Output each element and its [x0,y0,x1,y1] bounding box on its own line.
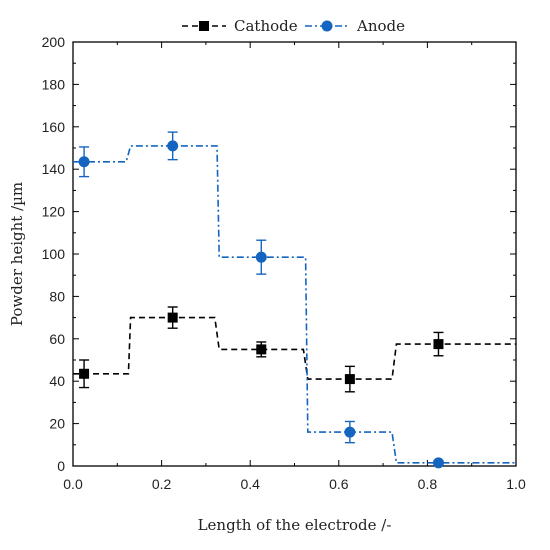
legend-marker [321,20,333,32]
y-axis-title: Powder height /µm [8,182,26,326]
data-point-anode [255,251,267,263]
axis-ticks: 0.0 0.2 0.4 0.6 0.8 1.0 0 20 40 60 80 100 120 140 160 1… [42,34,526,492]
series-cathode [73,306,516,393]
y-tick-label: 40 [49,373,65,389]
data-point-cathode [79,368,90,379]
x-tick-label: 0.0 [63,476,83,492]
x-tick-label: 0.6 [329,476,349,492]
x-tick-label: 0.8 [418,476,438,492]
y-tick-label: 80 [49,288,65,304]
data-point-anode [432,457,444,469]
legend-label: Cathode [234,17,298,35]
data-point-anode [344,426,356,438]
data-point-cathode [256,344,267,355]
data-point-cathode [344,374,355,385]
plot-frame [72,41,517,467]
data-point-anode [78,156,90,168]
series-layer [73,131,516,469]
x-tick-label: 0.4 [240,476,260,492]
y-tick-label: 120 [42,204,66,220]
y-tick-label: 100 [42,246,66,262]
y-tick-label: 60 [49,331,65,347]
series-line-cathode [73,316,516,380]
y-tick-label: 200 [42,34,66,50]
data-point-cathode [167,312,178,323]
x-tick-label: 0.2 [152,476,172,492]
data-point-cathode [433,339,444,350]
plot-border [72,41,517,467]
data-point-anode [167,140,179,152]
series-anode [73,131,516,469]
x-tick-label: 1.0 [506,476,526,492]
legend-item-anode: Anode [305,17,405,35]
y-tick-label: 160 [42,119,66,135]
legend: Cathode Anode [182,17,405,35]
legend-item-cathode: Cathode [182,17,298,35]
series-line-anode [73,145,516,464]
y-tick-label: 180 [42,76,66,92]
legend-marker [199,21,209,31]
legend-label: Anode [356,17,405,35]
y-tick-label: 140 [42,161,66,177]
y-tick-label: 20 [49,416,65,432]
y-tick-label: 0 [57,458,65,474]
x-axis-title: Length of the electrode /- [198,516,392,534]
